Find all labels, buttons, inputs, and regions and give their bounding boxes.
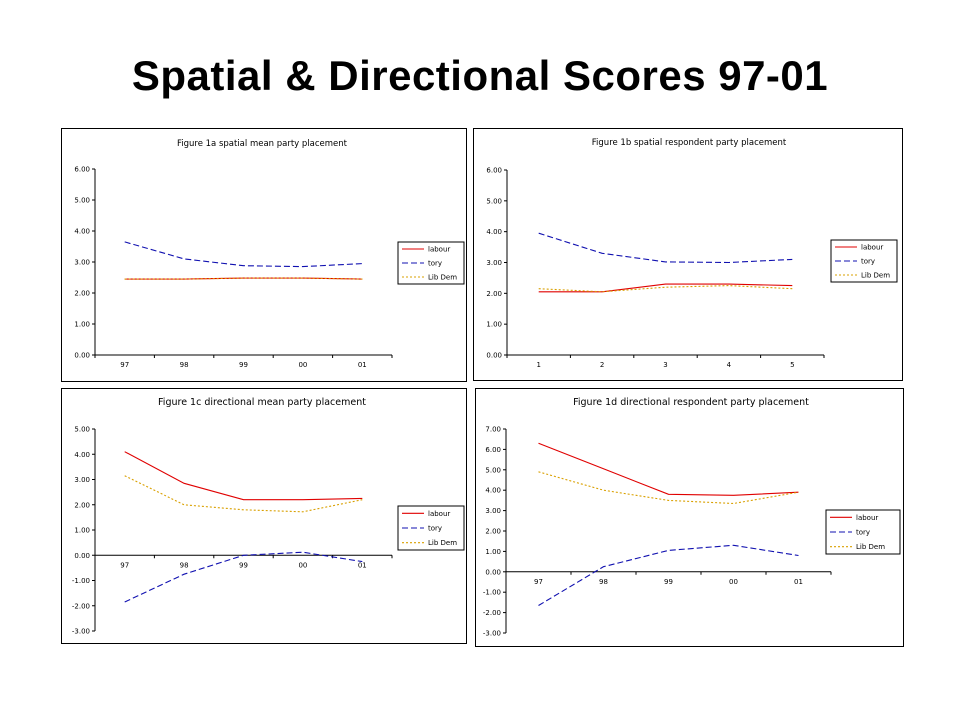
y-tick-label: 3.00 bbox=[74, 259, 90, 267]
chart-title: Figure 1d directional respondent party p… bbox=[573, 397, 809, 408]
chart-title: Figure 1a spatial mean party placement bbox=[177, 139, 348, 149]
x-tick-label: 5 bbox=[790, 361, 794, 369]
x-tick-label: 98 bbox=[180, 561, 189, 569]
series-line-labour bbox=[538, 442, 799, 496]
y-tick-label: 0.00 bbox=[74, 352, 90, 360]
x-tick-label: 01 bbox=[358, 361, 367, 369]
chart-svg: Figure 1a spatial mean party placement 0.… bbox=[74, 139, 465, 369]
x-tick-label: 99 bbox=[664, 578, 673, 586]
chart-svg: Figure 1d directional respondent party p… bbox=[483, 397, 901, 638]
y-tick-label: 5.00 bbox=[74, 197, 90, 205]
x-tick-label: 97 bbox=[534, 578, 543, 586]
x-tick-label: 1 bbox=[536, 361, 540, 369]
y-tick-label: 5.00 bbox=[74, 426, 90, 434]
y-tick-label: 6.00 bbox=[486, 167, 502, 175]
series-line-labour bbox=[538, 283, 793, 293]
chart-svg: Figure 1b spatial respondent party place… bbox=[486, 138, 898, 369]
y-tick-label: -3.00 bbox=[483, 630, 501, 638]
series-line-tory bbox=[124, 241, 363, 268]
legend-label: labour bbox=[861, 244, 883, 252]
y-tick-label: 3.00 bbox=[485, 507, 501, 515]
y-tick-label: 6.00 bbox=[74, 166, 90, 174]
y-tick-label: 2.00 bbox=[74, 501, 90, 509]
page-title: Spatial & Directional Scores 97-01 bbox=[131, 52, 829, 99]
y-tick-label: 4.00 bbox=[74, 228, 90, 236]
x-tick-label: 00 bbox=[729, 578, 738, 586]
y-tick-label: 2.00 bbox=[485, 528, 501, 536]
legend-label: tory bbox=[861, 258, 875, 266]
y-tick-label: 1.00 bbox=[486, 321, 502, 329]
series-line-labour bbox=[124, 277, 363, 280]
x-tick-label: 99 bbox=[239, 361, 248, 369]
legend-label: tory bbox=[856, 529, 870, 537]
y-tick-label: 4.00 bbox=[74, 451, 90, 459]
x-tick-label: 3 bbox=[663, 361, 667, 369]
series-line-lib-dem bbox=[124, 475, 363, 513]
series-line-tory bbox=[538, 544, 799, 606]
chart-svg: Figure 1c directional mean party placeme… bbox=[72, 397, 465, 636]
legend-label: labour bbox=[856, 514, 878, 522]
legend-label: labour bbox=[428, 510, 450, 518]
legend-label: Lib Dem bbox=[856, 543, 885, 551]
y-tick-label: 0.00 bbox=[486, 352, 502, 360]
x-tick-label: 00 bbox=[298, 361, 307, 369]
x-tick-label: 97 bbox=[120, 361, 129, 369]
y-tick-label: 4.00 bbox=[485, 487, 501, 495]
y-tick-label: 1.00 bbox=[485, 548, 501, 556]
y-tick-label: -1.00 bbox=[483, 589, 501, 597]
y-tick-label: 0.00 bbox=[74, 552, 90, 560]
series-line-lib-dem bbox=[538, 285, 793, 293]
y-tick-label: -1.00 bbox=[72, 577, 90, 585]
legend-label: Lib Dem bbox=[861, 272, 890, 280]
x-tick-label: 00 bbox=[298, 561, 307, 569]
x-tick-label: 01 bbox=[358, 561, 367, 569]
x-tick-label: 97 bbox=[120, 561, 129, 569]
y-tick-label: 3.00 bbox=[74, 476, 90, 484]
x-tick-label: 98 bbox=[599, 578, 608, 586]
y-tick-label: 1.00 bbox=[74, 321, 90, 329]
y-tick-label: 6.00 bbox=[485, 446, 501, 454]
x-tick-label: 01 bbox=[794, 578, 803, 586]
legend-label: Lib Dem bbox=[428, 274, 457, 282]
y-tick-label: 5.00 bbox=[485, 466, 501, 474]
x-tick-label: 99 bbox=[239, 561, 248, 569]
y-tick-label: 7.00 bbox=[485, 426, 501, 434]
x-tick-label: 4 bbox=[727, 361, 732, 369]
series-line-labour bbox=[124, 451, 363, 501]
chart-title: Figure 1c directional mean party placeme… bbox=[158, 397, 366, 408]
y-tick-label: 5.00 bbox=[486, 197, 502, 205]
y-tick-label: -3.00 bbox=[72, 628, 90, 636]
x-tick-label: 2 bbox=[600, 361, 604, 369]
y-tick-label: -2.00 bbox=[72, 602, 90, 610]
chart-panel-1d: Figure 1d directional respondent party p… bbox=[475, 388, 904, 647]
y-tick-label: 4.00 bbox=[486, 228, 502, 236]
chart-panel-1c: Figure 1c directional mean party placeme… bbox=[61, 388, 467, 644]
y-tick-label: 2.00 bbox=[486, 290, 502, 298]
y-tick-label: 1.00 bbox=[74, 527, 90, 535]
legend-label: tory bbox=[428, 260, 442, 268]
y-tick-label: 2.00 bbox=[74, 290, 90, 298]
y-tick-label: 3.00 bbox=[486, 259, 502, 267]
series-line-tory bbox=[124, 551, 363, 603]
y-tick-label: -2.00 bbox=[483, 609, 501, 617]
y-tick-label: 0.00 bbox=[485, 568, 501, 576]
legend-label: labour bbox=[428, 246, 450, 254]
series-line-lib-dem bbox=[538, 471, 799, 505]
legend-label: tory bbox=[428, 525, 442, 533]
series-line-tory bbox=[538, 232, 793, 264]
chart-panel-1b: Figure 1b spatial respondent party place… bbox=[473, 128, 903, 381]
legend-label: Lib Dem bbox=[428, 539, 457, 547]
chart-panel-1a: Figure 1a spatial mean party placement 0.… bbox=[61, 128, 467, 382]
x-tick-label: 98 bbox=[180, 361, 189, 369]
chart-title: Figure 1b spatial respondent party place… bbox=[592, 138, 787, 148]
